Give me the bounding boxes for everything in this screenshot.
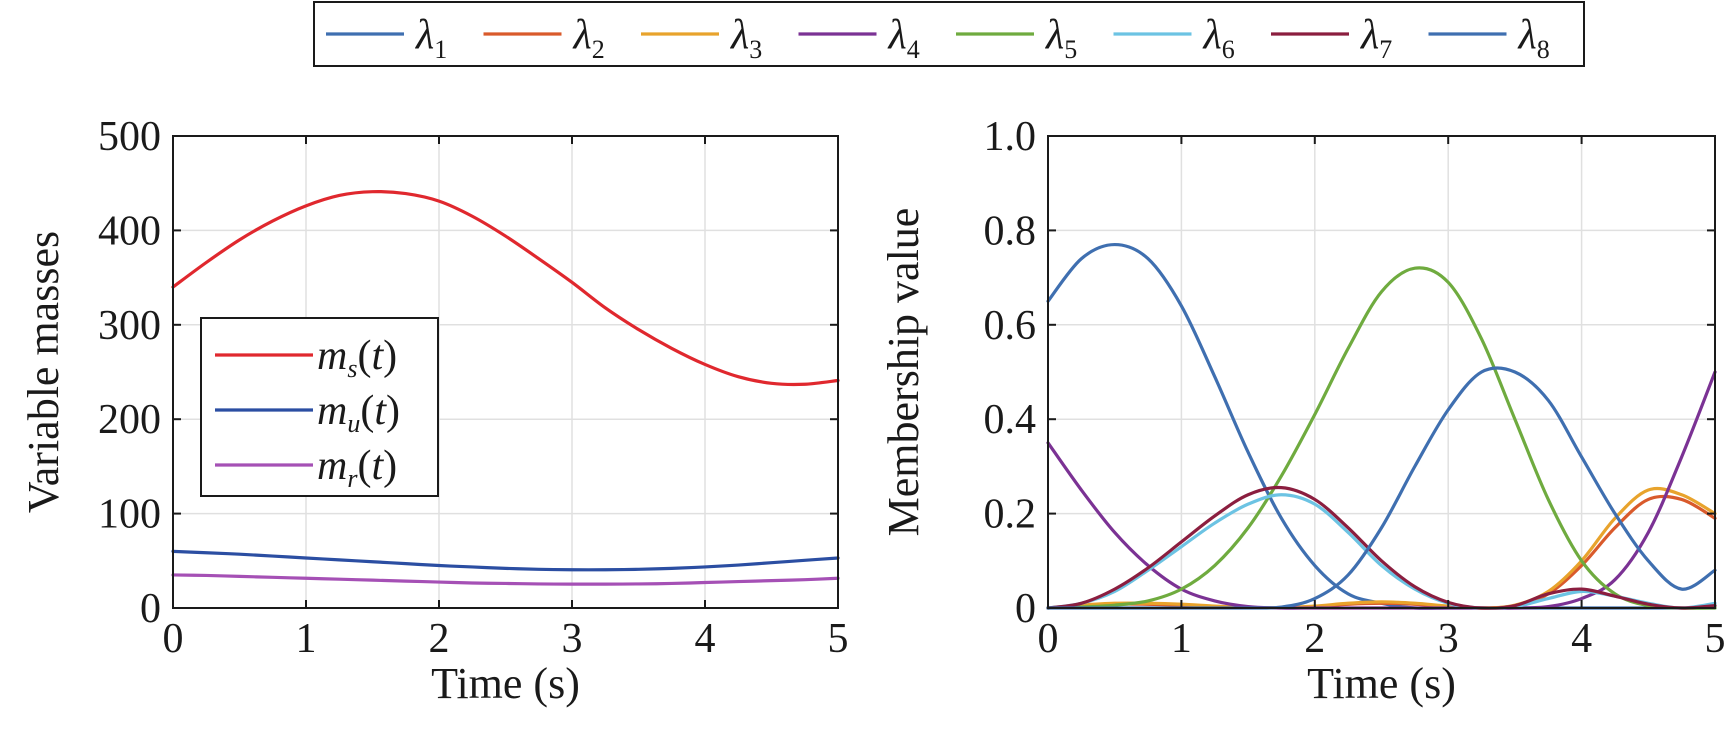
left-ytick-label: 0 [140,586,161,632]
right-ytick-label: 0.4 [984,397,1037,443]
left-yaxis-label: Variable masses [19,231,68,513]
right-ytick-label: 0.6 [984,303,1037,349]
left-ytick-label: 300 [98,303,161,349]
right-series-line-5 [1046,266,1717,610]
right-ytick-label: 0.2 [984,492,1037,538]
left-ytick-label: 200 [98,397,161,443]
right-xtick-label: 4 [1571,616,1592,662]
top-legend-label: λ1 [414,12,447,64]
right-ytick-label: 0 [1015,586,1036,632]
top-legend-label: λ8 [1517,12,1550,64]
left-ytick-label: 500 [98,114,161,160]
right-ytick-label: 0.8 [984,208,1037,254]
left-chart: 0 1 2 3 4 5 0 100 200 300 400 500 Time (s) Variable m… [19,114,849,708]
top-legend-label: λ2 [572,12,605,64]
right-series-line-7 [1046,485,1717,610]
right-series-line-1 [1046,242,1717,610]
top-legend-label: λ5 [1044,12,1077,64]
right-series-line-4 [1046,370,1717,610]
top-legend-label: λ4 [887,12,920,64]
top-legend-label: λ7 [1359,12,1392,64]
right-xtick-label: 3 [1438,616,1459,662]
right-chart: 0 1 2 3 4 5 0 0.2 0.4 0.6 0.8 1.0 Time (s) Membership… [879,114,1726,708]
left-xtick-label: 5 [828,616,849,662]
right-axes-frame [1047,135,1716,609]
right-yaxis-label: Membership value [879,208,928,537]
left-xtick-label: 2 [429,616,450,662]
right-xtick-label: 1 [1171,616,1192,662]
left-ytick-label: 400 [98,208,161,254]
right-xtick-label: 0 [1038,616,1059,662]
right-ytick-label: 1.0 [984,114,1037,160]
top-legend: λ1 λ2 λ3 λ4 λ5 λ6 λ7 λ8 [313,1,1585,67]
top-legend-label: λ6 [1202,12,1235,64]
left-series-line-2 [171,549,840,572]
left-legend-label: mr(t) [317,443,397,493]
left-xtick-label: 0 [163,616,184,662]
left-ytick-label: 100 [98,492,161,538]
left-legend-label: mu(t) [317,388,400,438]
right-xtick-label: 2 [1304,616,1325,662]
left-xtick-label: 4 [695,616,716,662]
left-axes-frame [172,135,839,609]
left-xaxis-label: Time (s) [431,659,580,708]
right-xaxis-label: Time (s) [1307,659,1456,708]
right-series-line-3 [1046,486,1717,610]
left-legend-label: ms(t) [317,333,397,383]
top-legend-label: λ3 [729,12,762,64]
left-series-line-3 [171,573,840,586]
right-xtick-label: 5 [1705,616,1726,662]
left-xtick-label: 3 [562,616,583,662]
left-xtick-label: 1 [296,616,317,662]
left-series-line-1 [171,190,840,387]
